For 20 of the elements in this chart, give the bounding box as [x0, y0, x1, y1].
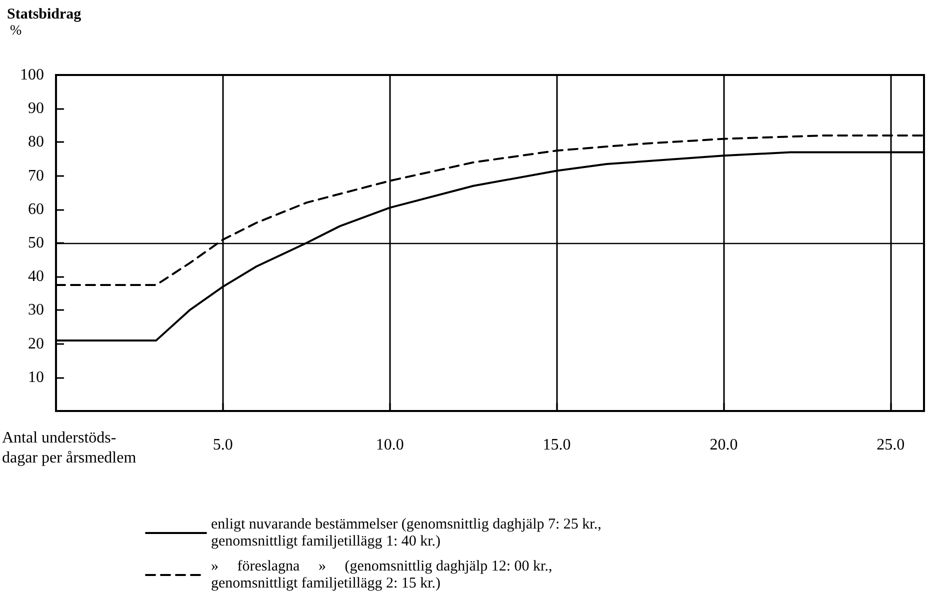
x-axis-title: Antal understöds- dagar per årsmedlem: [2, 430, 137, 466]
y-tick-label: 80: [28, 134, 44, 151]
y-tick-label: 20: [28, 335, 44, 352]
y-tick-label: 70: [28, 167, 44, 184]
x-tick-label: 10.0: [376, 436, 404, 454]
y-tick-label: 10: [28, 368, 44, 386]
x-tick-label: 25.0: [876, 436, 905, 454]
legend-label: enligt nuvarande bestämmelser (genomsnittlig daghjälp 7: 25 kr., genomsnittligt familjetillägg 1: 40 kr.): [211, 516, 602, 550]
chart-title: Statsbidrag: [7, 6, 82, 22]
y-tick-label: 100: [20, 66, 44, 84]
x-tick-label: 5.0: [212, 436, 233, 454]
y-tick-label: 50: [28, 234, 44, 252]
y-tick-label: 40: [28, 268, 44, 286]
y-axis-title: %: [10, 24, 22, 38]
y-tick-label: 30: [28, 302, 44, 319]
y-tick-label: 60: [28, 200, 44, 218]
legend-label: » föreslagna » (genomsnittlig daghjälp 12: 00 kr., genomsnittligt familjetillägg 2: 15 kr.): [211, 558, 552, 592]
x-tick-label: 15.0: [542, 436, 571, 454]
x-tick-label: 20.0: [710, 436, 738, 454]
y-tick-label: 90: [28, 100, 44, 118]
